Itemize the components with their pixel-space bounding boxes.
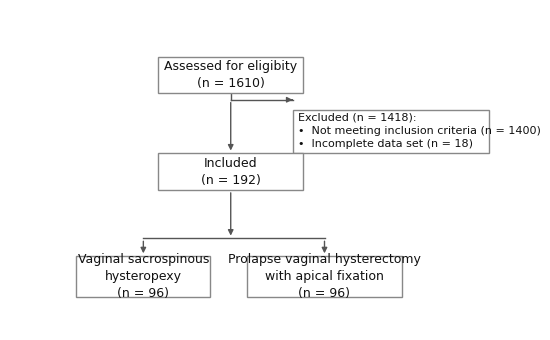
Text: Vaginal sacrospinous
hysteropexy
(n = 96): Vaginal sacrospinous hysteropexy (n = 96…	[78, 253, 209, 300]
FancyBboxPatch shape	[158, 153, 303, 190]
FancyBboxPatch shape	[293, 109, 488, 153]
FancyBboxPatch shape	[76, 256, 211, 297]
Text: Prolapse vaginal hysterectomy
with apical fixation
(n = 96): Prolapse vaginal hysterectomy with apica…	[228, 253, 421, 300]
FancyBboxPatch shape	[158, 56, 303, 93]
Text: Assessed for eligibity
(n = 1610): Assessed for eligibity (n = 1610)	[164, 60, 298, 90]
Text: Excluded (n = 1418):
•  Not meeting inclusion criteria (n = 1400)
•  Incomplete : Excluded (n = 1418): • Not meeting inclu…	[298, 113, 541, 149]
Text: Included
(n = 192): Included (n = 192)	[201, 157, 261, 187]
FancyBboxPatch shape	[247, 256, 402, 297]
